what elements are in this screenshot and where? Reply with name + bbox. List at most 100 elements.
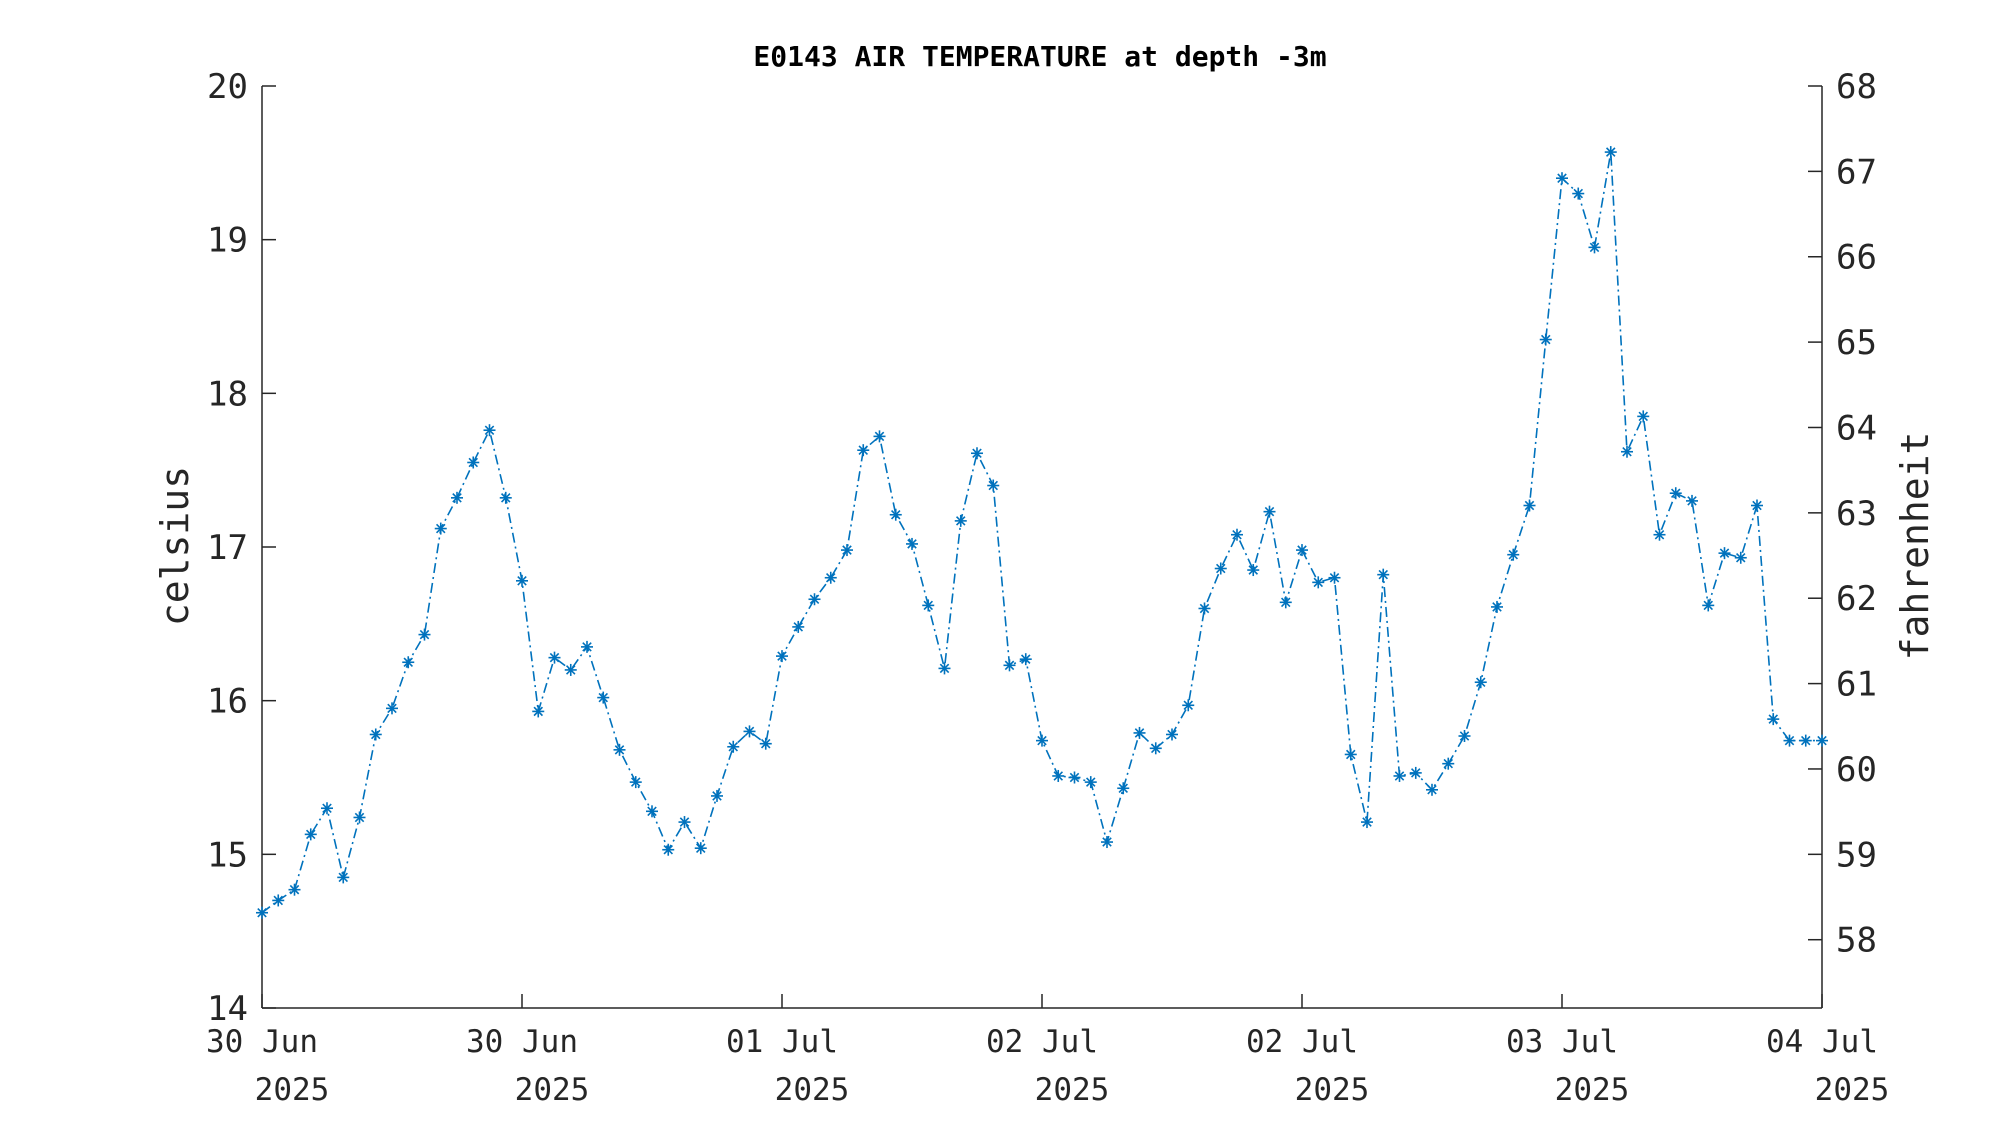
data-point xyxy=(1426,783,1438,796)
data-point xyxy=(971,447,983,460)
y-axis-label-right: fahrenheit xyxy=(1893,432,1937,661)
data-point xyxy=(1474,676,1487,689)
y-right-tick-label: 63 xyxy=(1836,494,1877,534)
data-point xyxy=(824,571,837,584)
data-point xyxy=(1458,730,1471,743)
data-point xyxy=(548,651,561,664)
data-point xyxy=(938,662,951,675)
data-point xyxy=(1751,499,1763,512)
data-point xyxy=(1734,551,1747,564)
data-point xyxy=(499,491,512,504)
data-point xyxy=(434,522,447,535)
data-point xyxy=(776,650,788,663)
data-point xyxy=(1653,528,1666,541)
data-point xyxy=(1491,600,1503,613)
data-point xyxy=(629,776,642,789)
y-right-tick-label: 60 xyxy=(1836,750,1877,790)
data-point xyxy=(256,906,268,919)
y-right-tick-label: 62 xyxy=(1836,579,1877,619)
data-point xyxy=(1263,505,1276,518)
data-point xyxy=(288,883,301,896)
data-point xyxy=(1036,734,1048,747)
data-point xyxy=(369,728,382,741)
plot-area xyxy=(256,146,1828,919)
data-point xyxy=(1328,571,1341,584)
data-point xyxy=(564,663,577,676)
x-tick-label-year: 2025 xyxy=(1815,1072,1890,1108)
data-point xyxy=(1231,528,1243,541)
y-axis-right: 58 59 60 61 62 63 64 65 66 67 68 xyxy=(1808,67,1877,1008)
data-point xyxy=(613,743,626,756)
data-point xyxy=(597,691,610,704)
x-tick-label-day: 03 Jul xyxy=(1506,1024,1618,1060)
data-point xyxy=(1166,728,1178,741)
data-point xyxy=(1637,410,1650,423)
x-tick-label-year: 2025 xyxy=(1295,1072,1370,1108)
x-tick-label-day: 30 Jun xyxy=(206,1024,318,1060)
x-tick-label-year: 2025 xyxy=(1555,1072,1630,1108)
x-tick-label-day: 02 Jul xyxy=(986,1024,1098,1060)
data-point xyxy=(808,593,821,606)
data-point xyxy=(743,725,756,738)
data-point xyxy=(1442,757,1455,770)
data-point xyxy=(1361,816,1373,829)
y-tick-label: 17 xyxy=(207,528,248,568)
x-tick-label-day: 01 Jul xyxy=(726,1024,838,1060)
x-tick-label-day: 30 Jun xyxy=(466,1024,578,1060)
y-right-tick-label: 65 xyxy=(1836,323,1877,363)
y-right-tick-label: 61 xyxy=(1836,665,1877,705)
data-point xyxy=(321,802,333,815)
data-point xyxy=(1198,602,1211,615)
chart-title: E0143 AIR TEMPERATURE at depth -3m xyxy=(753,40,1326,73)
data-point xyxy=(1214,562,1227,575)
data-point xyxy=(987,479,1000,492)
data-point xyxy=(841,544,853,557)
data-point xyxy=(402,656,415,669)
data-point xyxy=(954,514,967,527)
data-point xyxy=(353,811,366,824)
y-right-tick-label: 58 xyxy=(1836,921,1877,961)
data-point xyxy=(906,537,918,550)
y-tick-label: 16 xyxy=(207,682,248,722)
data-point xyxy=(1101,836,1113,849)
y-right-tick-label: 68 xyxy=(1836,67,1877,107)
data-point xyxy=(759,737,772,750)
data-point xyxy=(1068,771,1081,784)
data-point xyxy=(1767,713,1780,726)
y-tick-label: 19 xyxy=(207,221,248,261)
data-point xyxy=(1409,766,1422,779)
data-point xyxy=(1052,769,1065,782)
data-point xyxy=(1003,659,1016,672)
data-point xyxy=(1604,146,1617,159)
data-point xyxy=(532,705,545,718)
data-point xyxy=(873,430,886,443)
data-point xyxy=(483,424,496,437)
data-point xyxy=(1588,241,1601,254)
data-point xyxy=(1621,445,1633,458)
y-right-tick-label: 67 xyxy=(1836,152,1877,192)
data-point xyxy=(272,894,285,907)
data-point xyxy=(1182,699,1195,712)
y-right-tick-label: 66 xyxy=(1836,238,1877,278)
x-axis: 30 Jun 2025 30 Jun 2025 01 Jul 2025 02 Jul 2025… xyxy=(206,994,1889,1108)
y-tick-label: 14 xyxy=(207,989,248,1029)
y-right-tick-label: 59 xyxy=(1836,835,1877,875)
x-tick-label-year: 2025 xyxy=(255,1072,330,1108)
data-point xyxy=(646,805,658,818)
data-point xyxy=(857,444,870,457)
data-point xyxy=(304,828,317,841)
data-point xyxy=(1556,172,1568,185)
x-tick-label-year: 2025 xyxy=(1035,1072,1110,1108)
data-point xyxy=(1279,596,1292,609)
data-point xyxy=(1247,564,1260,577)
data-point xyxy=(727,740,740,753)
data-point xyxy=(1572,187,1585,200)
data-point xyxy=(1344,748,1357,761)
y-axis-left: 14 15 16 17 18 19 20 xyxy=(207,67,276,1029)
series-line xyxy=(261,151,1822,914)
data-point xyxy=(1393,769,1406,782)
data-point xyxy=(889,508,902,521)
data-point xyxy=(922,599,935,612)
y-tick-label: 20 xyxy=(207,67,248,107)
